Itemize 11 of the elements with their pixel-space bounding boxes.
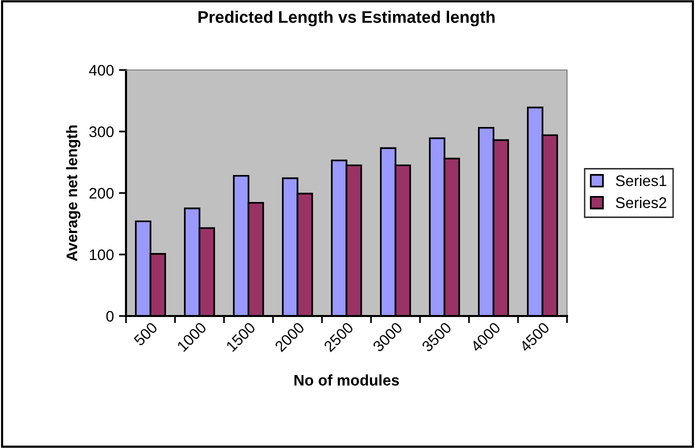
x-axis-title: No of modules bbox=[294, 374, 399, 386]
y-tick-label: 200 bbox=[89, 188, 114, 199]
legend-label: Series1 bbox=[616, 174, 666, 186]
chart-title: Predicted Length vs Estimated length bbox=[198, 10, 495, 26]
x-tick-label: 500 bbox=[133, 322, 158, 346]
y-tick-label: 400 bbox=[89, 64, 114, 76]
y-tick-label: 300 bbox=[89, 126, 114, 138]
y-tick-label: 0 bbox=[106, 310, 114, 322]
y-axis-title: Average net length bbox=[66, 125, 80, 262]
legend-label: Series2 bbox=[616, 196, 666, 208]
y-tick-label: 100 bbox=[90, 249, 114, 260]
